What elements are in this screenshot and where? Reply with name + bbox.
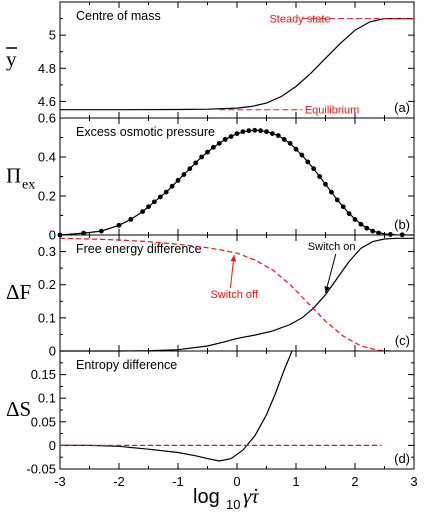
panel-title: Centre of mass (76, 9, 161, 23)
x-tick-label: 2 (351, 474, 358, 489)
y-tick-label: 0.2 (38, 189, 56, 204)
y-axis-label: ΔF (6, 280, 31, 304)
data-point (311, 166, 317, 172)
data-point (352, 217, 358, 222)
data-point (270, 131, 275, 137)
y-axis-label: ΔS (6, 397, 31, 421)
data-point (317, 174, 322, 179)
data-point (264, 129, 269, 135)
annotation-label: Steady state (269, 14, 330, 26)
y-tick-label: 4.8 (38, 61, 56, 76)
data-point (140, 209, 146, 215)
data-point (240, 129, 246, 135)
y-tick-label: 4.6 (38, 94, 56, 109)
data-point (258, 128, 263, 134)
data-point (81, 230, 86, 236)
data-point (98, 228, 104, 234)
panel-title: Excess osmotic pressure (76, 125, 215, 139)
data-point (275, 133, 281, 138)
data-point (211, 144, 216, 150)
x-tick-label: 1 (292, 474, 299, 489)
panel-title: Entropy difference (76, 358, 177, 372)
panel-tag: (b) (394, 217, 410, 232)
data-point (376, 230, 381, 236)
panel-tag: (c) (395, 333, 410, 348)
data-point (199, 154, 205, 160)
data-point (252, 127, 258, 133)
series-line-0 (60, 350, 293, 462)
data-point (358, 221, 364, 227)
data-point (388, 232, 393, 237)
data-point (346, 211, 352, 216)
data-point (146, 204, 151, 210)
series-line-0 (59, 129, 415, 236)
data-point (216, 140, 222, 146)
data-point (370, 228, 376, 234)
y-tick-label: 0 (49, 344, 56, 359)
x-tick-label: 0 (233, 474, 240, 489)
data-point (222, 137, 228, 142)
series-line-0 (60, 237, 414, 352)
data-point (128, 217, 134, 222)
y-tick-label: 0 (49, 438, 56, 453)
data-point (364, 225, 370, 231)
annotation-arrowhead (230, 254, 237, 262)
panel-tag: (d) (394, 451, 410, 466)
series-line-1 (59, 237, 391, 352)
data-point (163, 189, 169, 195)
data-point (152, 199, 157, 205)
data-point (157, 194, 163, 200)
panel-tag: (a) (394, 100, 410, 115)
y-axis-label: y (6, 47, 17, 71)
data-point (287, 140, 293, 146)
x-tick-label: -2 (113, 474, 125, 489)
y-tick-label: 0.15 (31, 367, 56, 382)
data-point (323, 181, 328, 187)
y-tick-label: 0.3 (38, 244, 56, 259)
annotation-label: Switch off (210, 289, 258, 301)
annotation-label: Switch on (308, 241, 356, 253)
y-tick-label: 0 (49, 228, 56, 243)
data-point (246, 128, 252, 134)
y-tick-label: 0.05 (31, 414, 56, 429)
annotation-arrowhead (324, 286, 330, 293)
y-tick-label: 0.1 (38, 310, 56, 325)
data-point (334, 197, 340, 203)
data-point (329, 189, 334, 195)
data-point (234, 131, 240, 137)
data-point (205, 149, 210, 155)
x-axis-label-sub: 10 (226, 497, 240, 512)
data-point (116, 222, 122, 228)
data-point (293, 146, 299, 152)
panel-title: Free energy difference (76, 242, 202, 256)
annotation-label: Equilibrium (305, 105, 359, 117)
x-axis-label-symbol: γ̇τ (243, 484, 260, 508)
series-line-0 (60, 18, 414, 111)
y-axis-label-sub: ex (22, 178, 35, 193)
x-axis-label-prefix: log (193, 486, 220, 508)
y-tick-label: -0.05 (26, 462, 56, 477)
y-tick-label: 5 (49, 28, 56, 43)
annotation-arrow (325, 253, 337, 294)
data-point (187, 166, 193, 172)
y-tick-label: 0.4 (38, 150, 56, 165)
x-tick-label: -3 (54, 474, 66, 489)
data-point (340, 204, 346, 210)
data-point (228, 134, 234, 139)
y-axis-label: Π (6, 164, 21, 188)
data-point (181, 172, 187, 177)
x-tick-label: 3 (410, 474, 417, 489)
y-tick-label: 0.2 (38, 277, 56, 292)
y-tick-label: 0.1 (38, 391, 56, 406)
data-point (299, 152, 305, 158)
data-point (193, 160, 199, 166)
data-point (169, 183, 175, 189)
data-point (281, 137, 287, 142)
x-tick-label: -1 (172, 474, 184, 489)
data-point (305, 159, 311, 165)
data-point (175, 178, 181, 183)
y-tick-label: 0.6 (38, 111, 56, 126)
